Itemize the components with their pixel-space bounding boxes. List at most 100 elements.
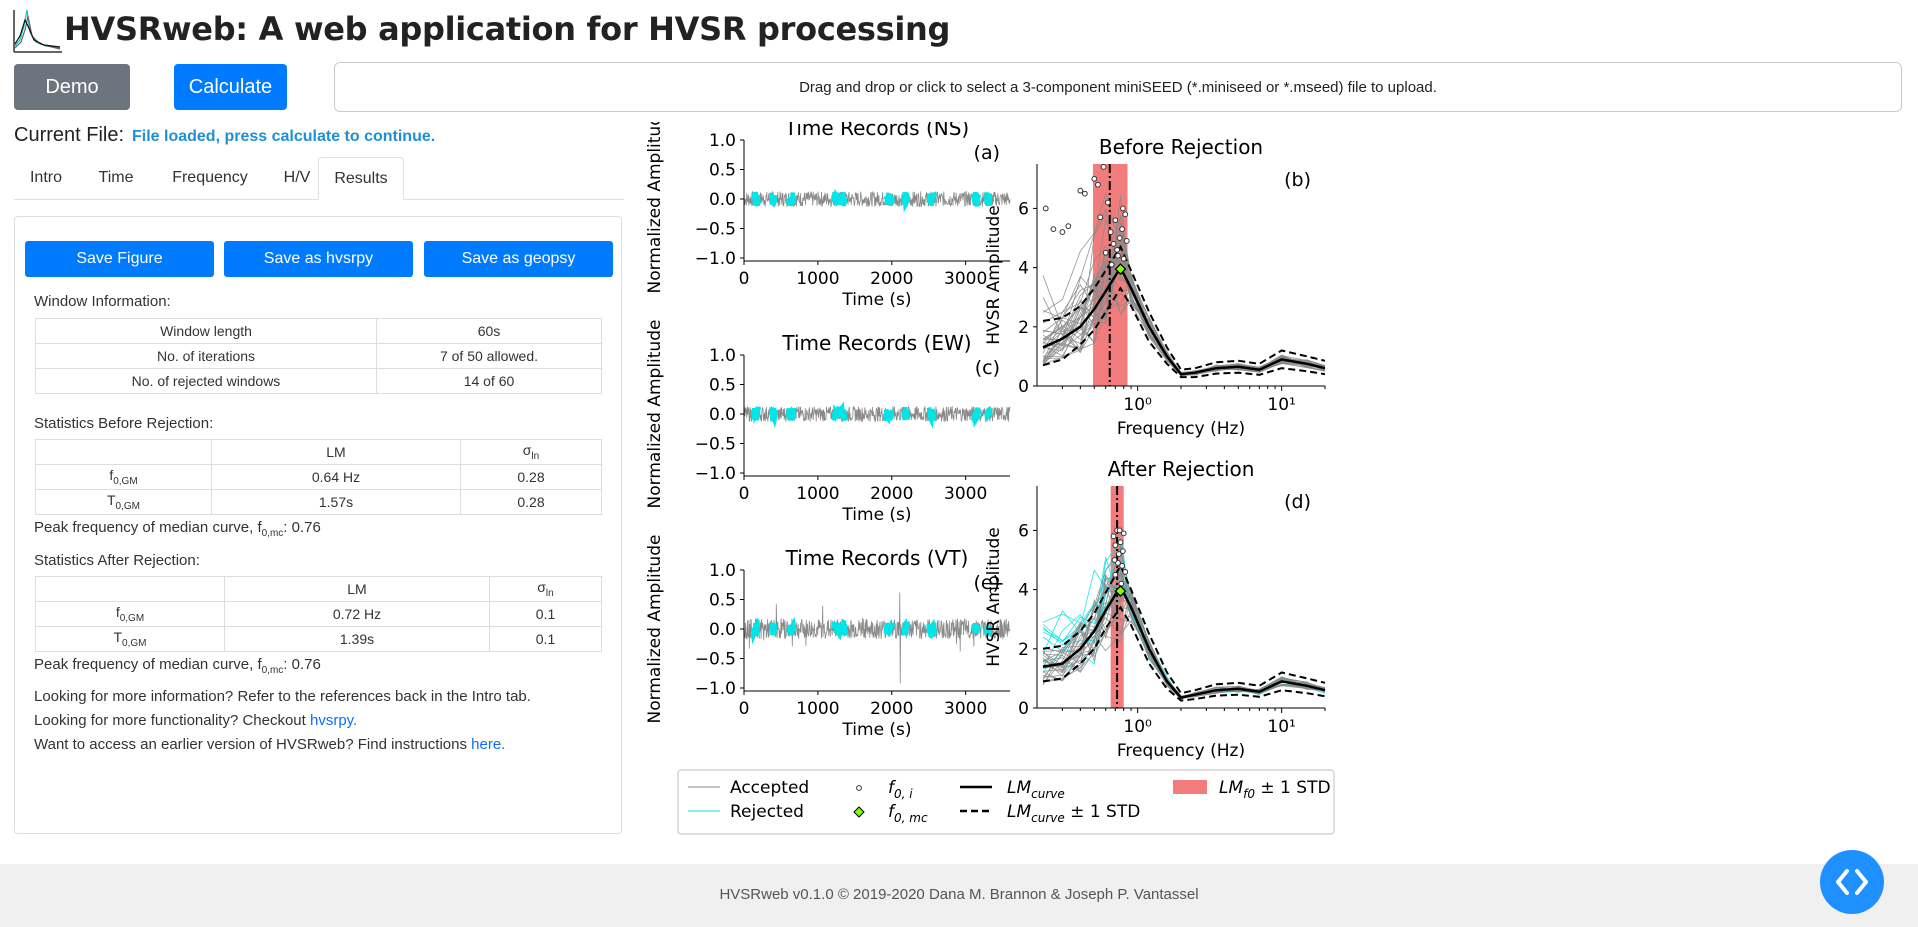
x-tick-label: 10⁰ — [1123, 717, 1152, 737]
hvsrpy-link[interactable]: hvsrpy. — [309, 712, 358, 729]
y-tick-label: 0.0 — [709, 190, 736, 210]
f0-i-marker — [1117, 539, 1124, 546]
t0-lm-value: 1.39s — [224, 626, 490, 652]
legend-f0i-swatch — [856, 785, 862, 791]
y-tick-label: 1.0 — [709, 561, 736, 581]
x-tick-label: 2000 — [870, 699, 913, 719]
save-figure-button[interactable]: Save Figure — [25, 241, 214, 277]
f0-i-marker — [1119, 226, 1126, 233]
f0-i-marker — [1120, 255, 1127, 262]
save-geopsy-button[interactable]: Save as geopsy — [424, 241, 613, 277]
panel-label: (c) — [975, 357, 1000, 379]
time-trace-rejected-segment — [838, 191, 848, 207]
current-file-label: Current File: — [14, 124, 125, 146]
x-axis-label: Time (s) — [841, 505, 911, 525]
y-tick-label: 6 — [1018, 521, 1029, 541]
f0-i-marker — [1100, 164, 1107, 170]
f0-i-marker — [1120, 205, 1126, 212]
time-trace-rejected-segment — [786, 616, 797, 636]
footer — [0, 864, 1918, 927]
save-hvsrpy-button[interactable]: Save as hvsrpy — [224, 241, 413, 277]
x-tick-label: 2000 — [870, 269, 913, 289]
f0-lm-value: 0.64 Hz — [211, 464, 461, 490]
f0-label: f0,GM — [35, 601, 225, 627]
table-row: LM σln — [35, 439, 602, 465]
y-tick-label: 0.5 — [709, 376, 736, 396]
time-trace-rejected-segment — [769, 192, 778, 209]
code-brackets-icon — [1836, 869, 1868, 895]
f0-i-marker — [1091, 175, 1098, 182]
time-trace-accepted — [743, 190, 1011, 208]
f0-i-marker — [1110, 533, 1117, 540]
f0-i-marker — [1059, 229, 1066, 235]
window-info-heading: Window Information: — [34, 293, 171, 310]
tab-frequency[interactable]: Frequency — [172, 169, 248, 186]
earlier-version-note: Want to access an earlier version of HVS… — [34, 736, 506, 753]
time-trace-rejected-segment — [786, 192, 797, 207]
instructions-link[interactable]: here. — [471, 736, 506, 753]
tab-results[interactable]: Results — [318, 157, 404, 200]
code-toggle-button[interactable] — [1820, 850, 1884, 914]
lm-header: LM — [224, 576, 490, 602]
time-trace-rejected-segment — [838, 618, 848, 636]
demo-button[interactable]: Demo — [14, 64, 130, 110]
lm-curve — [1042, 584, 1326, 699]
time-trace-accepted — [743, 405, 1011, 423]
upload-instructions: Drag and drop or click to select a 3-com… — [799, 78, 1437, 96]
iterations-label: No. of iterations — [35, 343, 377, 369]
table-row: No. of rejected windows 14 of 60 — [35, 368, 602, 394]
f0-i-marker — [1120, 548, 1126, 555]
y-tick-label: 2 — [1018, 318, 1029, 338]
calculate-button[interactable]: Calculate — [174, 64, 287, 110]
f0-i-marker — [1115, 252, 1121, 259]
y-axis-label: Normalized Amplitude — [645, 535, 665, 724]
time-trace-rejected-segment — [901, 191, 911, 213]
f0-i-marker — [1116, 527, 1123, 534]
table-row: T0,GM 1.39s 0.1 — [35, 626, 602, 652]
lm-curve — [1042, 265, 1326, 376]
x-tick-label: 0 — [739, 699, 750, 719]
x-tick-label: 1000 — [796, 699, 839, 719]
y-axis-label: Normalized Amplitude — [645, 122, 665, 293]
f0-i-marker — [1095, 181, 1101, 188]
sigma-header: σln — [460, 439, 602, 465]
f0-i-marker — [1110, 241, 1117, 247]
y-tick-label: −1.0 — [695, 464, 736, 484]
f0-i-marker — [1123, 238, 1130, 244]
y-tick-label: 0.5 — [709, 161, 736, 181]
tab-hv[interactable]: H/V — [283, 169, 311, 186]
f0-label: f0,GM — [35, 464, 212, 490]
f0-i-marker — [1111, 557, 1118, 563]
y-tick-label: 0.5 — [709, 591, 736, 611]
panel-label: (e) — [973, 572, 1000, 594]
f0-i-marker — [1119, 563, 1126, 569]
file-upload-dropzone[interactable]: Drag and drop or click to select a 3-com… — [334, 62, 1902, 112]
time-trace-rejected-segment — [901, 617, 911, 636]
y-tick-label: −1.0 — [695, 249, 736, 269]
tab-time[interactable]: Time — [98, 169, 134, 186]
t0-lm-value: 1.57s — [211, 489, 461, 515]
y-tick-label: 0 — [1018, 699, 1029, 719]
peak-frequency-after: Peak frequency of median curve, f0,mc: 0… — [34, 656, 321, 676]
y-tick-label: 4 — [1018, 581, 1029, 601]
f0-mc-marker — [1114, 585, 1127, 597]
time-trace-rejected-segment — [883, 620, 895, 636]
y-tick-label: 4 — [1018, 259, 1029, 279]
chart-title: Time Records (EW) — [781, 331, 971, 355]
x-tick-label: 3000 — [944, 269, 987, 289]
t0-label: T0,GM — [35, 626, 225, 652]
time-trace-rejected-segment — [883, 192, 895, 206]
time-trace-rejected-segment — [926, 618, 937, 639]
time-trace-rejected-segment — [901, 406, 911, 421]
lm-curve-plus-std — [1042, 244, 1326, 371]
tab-intro[interactable]: Intro — [29, 169, 62, 186]
legend-lmcurve-std-label: LMcurve ± 1 STD — [1007, 802, 1140, 825]
window-info-table: Window length 60s No. of iterations 7 of 5… — [35, 318, 602, 394]
panel-label: (a) — [974, 142, 1000, 164]
hvsr-curves-logo-icon — [13, 9, 62, 53]
table-row: f0,GM 0.72 Hz 0.1 — [35, 601, 602, 627]
f0-sigma-value: 0.28 — [460, 464, 602, 490]
x-tick-label: 1000 — [796, 269, 839, 289]
f0-i-marker — [1122, 211, 1129, 218]
